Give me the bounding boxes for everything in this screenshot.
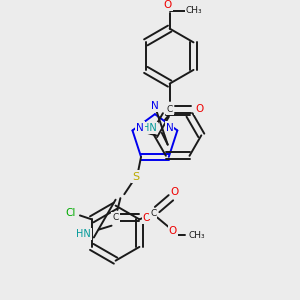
Text: CH₃: CH₃ <box>188 231 205 240</box>
Text: N: N <box>166 122 173 133</box>
Text: N: N <box>151 101 159 111</box>
Text: C: C <box>112 213 118 222</box>
Text: N: N <box>136 122 144 133</box>
Text: C: C <box>150 209 156 218</box>
Text: O: O <box>171 187 179 197</box>
Text: S: S <box>133 172 140 182</box>
Text: CH₃: CH₃ <box>186 6 202 15</box>
Text: C: C <box>167 105 173 114</box>
Text: O: O <box>169 226 177 236</box>
Text: HN: HN <box>76 229 91 238</box>
Text: O: O <box>195 104 203 114</box>
Text: O: O <box>164 0 172 10</box>
Text: Cl: Cl <box>65 208 75 218</box>
Text: HN: HN <box>142 123 157 133</box>
Text: O: O <box>143 213 151 223</box>
